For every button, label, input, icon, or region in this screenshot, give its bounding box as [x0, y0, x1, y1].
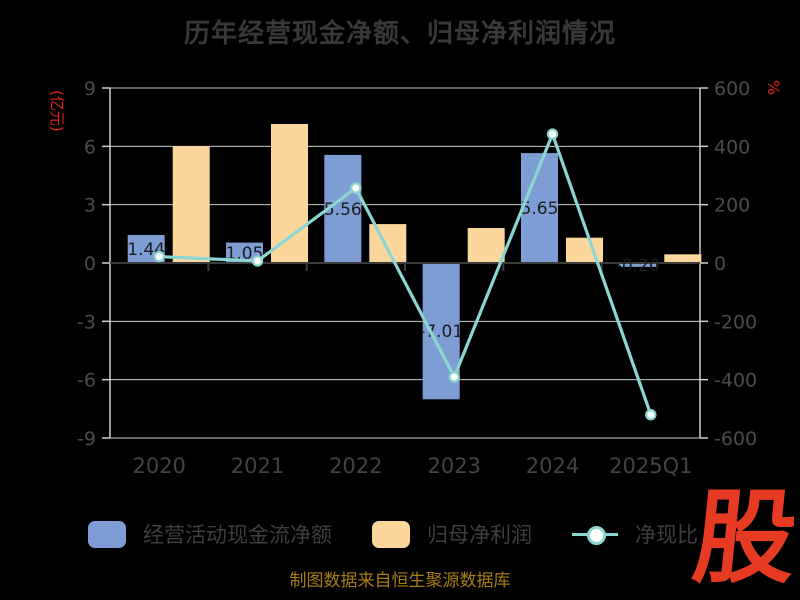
- ratio-point: [251, 255, 264, 267]
- legend-label: 净现比: [635, 523, 698, 547]
- x-tick-label: 2023: [427, 454, 480, 478]
- y-tick-label-left: -6: [77, 370, 96, 392]
- bar-value-label: 5.65: [521, 199, 559, 219]
- ratio-point: [448, 371, 460, 383]
- legend-item-cash-ratio[interactable]: 净现比: [572, 519, 698, 549]
- bar-cashflow: [521, 153, 558, 263]
- data-source-note: 制图数据来自恒生聚源数据库: [289, 571, 511, 591]
- y-tick-label-right: 200: [714, 195, 750, 217]
- y-tick-label-left: 6: [84, 136, 96, 158]
- bar-profit: [271, 124, 308, 263]
- x-tick-label: 2021: [231, 454, 284, 478]
- ratio-point: [645, 409, 657, 421]
- brand-logo: 股: [687, 479, 800, 598]
- bar-profit: [664, 254, 702, 264]
- net-profit-swatch-icon: [372, 520, 410, 548]
- y-tick-label-right: 600: [714, 78, 750, 100]
- bar-value-label: 5.56: [324, 200, 362, 220]
- bar-cashflow: [324, 154, 362, 263]
- y-tick-label-left: 3: [84, 195, 96, 217]
- y-tick-label-right: 0: [714, 253, 726, 275]
- right-axis-unit-label: %: [764, 80, 783, 96]
- ratio-line: [157, 132, 653, 417]
- page-title: 历年经营现金净额、归母净利润情况: [183, 19, 616, 49]
- ratio-point: [350, 182, 362, 194]
- legend-item-operating-cashflow[interactable]: 经营活动现金流净额: [88, 519, 332, 549]
- legend-label: 经营活动现金流净额: [143, 523, 332, 547]
- x-tick-label: 2025Q1: [609, 454, 692, 478]
- bar-profit: [172, 146, 210, 263]
- cashflow-swatch-icon: [88, 520, 126, 548]
- y-tick-label-left: -3: [77, 311, 96, 333]
- left-axis-unit-label: (亿元): [48, 90, 66, 132]
- y-tick-label-right: 400: [714, 136, 750, 158]
- bar-value-label: -0.20: [616, 256, 660, 276]
- ratio-point: [153, 250, 165, 263]
- x-tick-label: 2022: [329, 454, 382, 478]
- legend-label: 归母净利润: [427, 523, 532, 547]
- x-tick-label: 2024: [526, 454, 579, 478]
- y-tick-label-right: -600: [714, 428, 757, 450]
- y-tick-label-left: 9: [84, 78, 96, 100]
- legend: 经营活动现金流净额 归母净利润 净现比: [88, 519, 698, 549]
- bar-value-label: -7.01: [419, 322, 463, 342]
- x-tick-label: 2020: [132, 454, 185, 478]
- y-tick-label-left: 0: [84, 253, 96, 275]
- ratio-point: [546, 128, 559, 140]
- legend-item-net-profit[interactable]: 归母净利润: [372, 519, 532, 549]
- bar-profit: [467, 228, 505, 263]
- y-tick-label-left: -9: [77, 428, 96, 450]
- bar-profit: [369, 224, 407, 263]
- cash-ratio-line-icon: [572, 521, 618, 548]
- bar-cashflow: [619, 263, 657, 267]
- y-tick-label-right: -400: [714, 370, 757, 392]
- y-tick-label-right: -200: [714, 311, 757, 333]
